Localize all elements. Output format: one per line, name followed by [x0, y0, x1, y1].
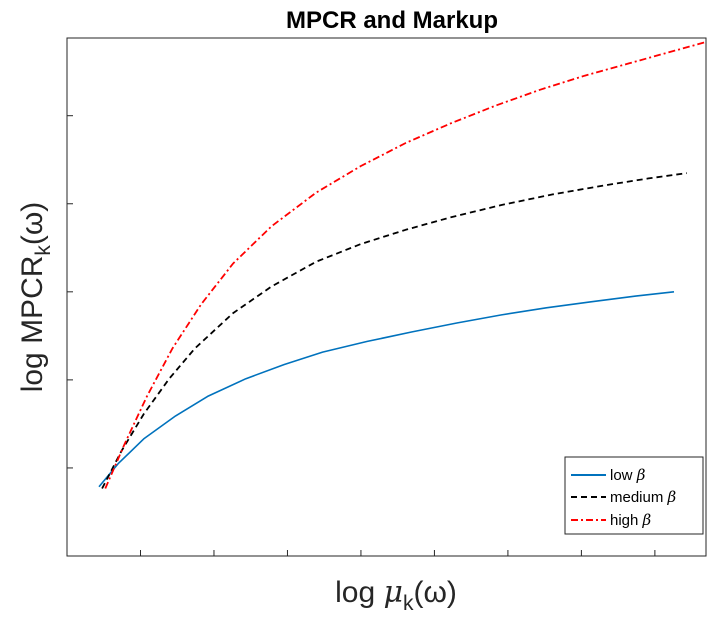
series-line-high	[104, 41, 707, 489]
legend-entry-medium: medium β	[571, 488, 677, 506]
series-line-low	[98, 291, 675, 488]
series-line-medium	[101, 172, 687, 489]
legend-entry-low: low β	[571, 466, 646, 484]
legend-entry-high: high β	[571, 511, 652, 529]
y-axis-ticks	[67, 115, 73, 469]
y-axis-label: log MPCRk(ω)	[16, 202, 55, 393]
series-group	[98, 41, 707, 489]
legend-label-high: high β	[610, 511, 652, 529]
x-axis-ticks	[139, 550, 656, 556]
x-axis-label: log μk(ω)	[335, 575, 457, 615]
legend-box	[564, 456, 704, 535]
legend-label-medium: medium β	[610, 488, 677, 506]
legend: low β medium β high β	[564, 456, 704, 535]
legend-label-low: low β	[610, 466, 646, 484]
chart-title: MPCR and Markup	[286, 7, 498, 34]
